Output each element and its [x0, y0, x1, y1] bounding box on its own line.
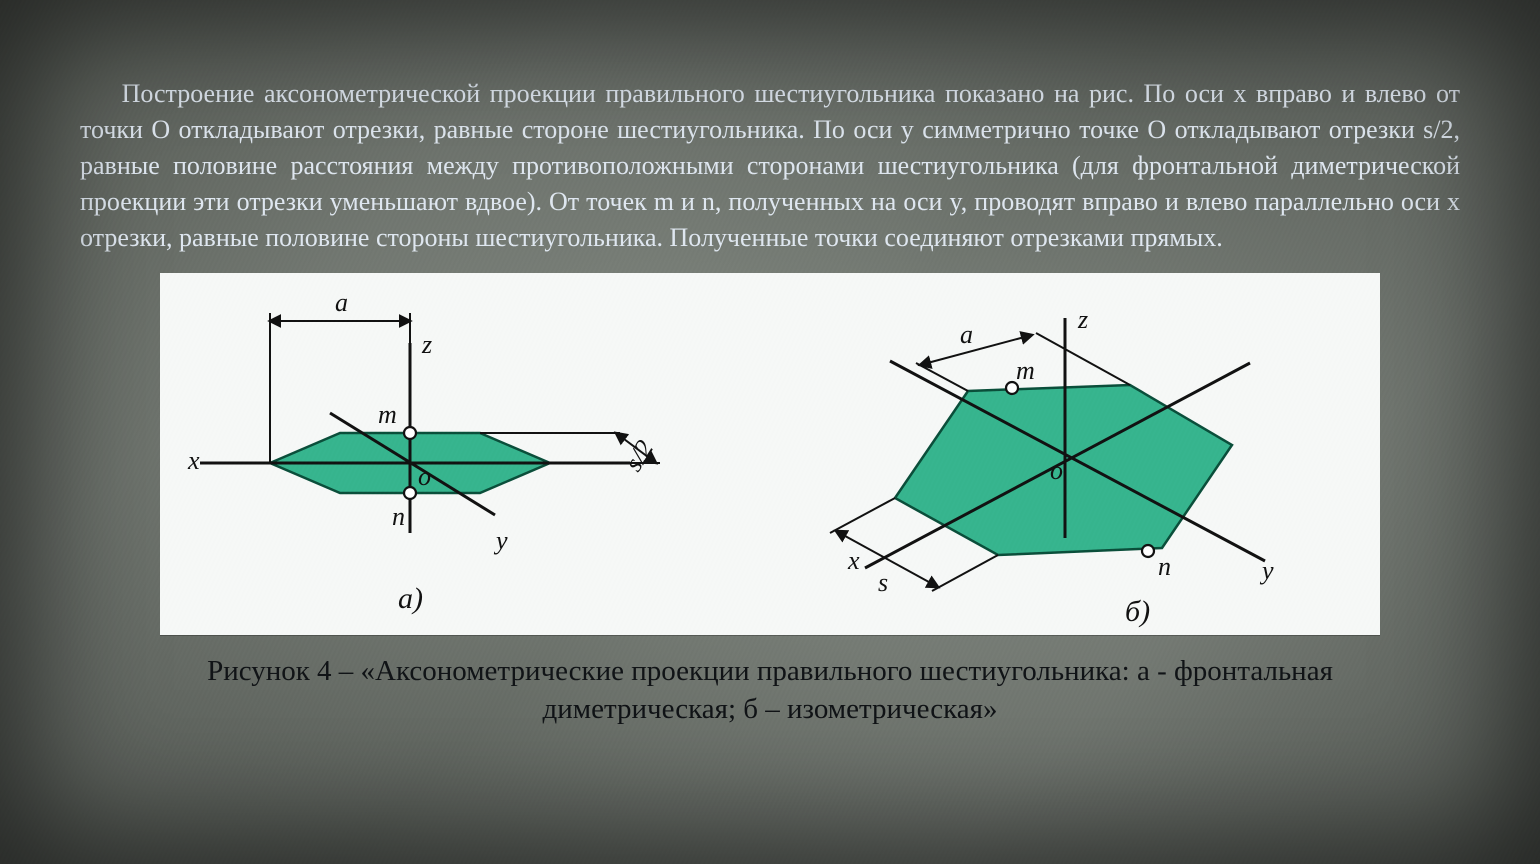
slide: Построение аксонометрической проекции пр… [0, 0, 1540, 864]
dim-a-ext2-b [1036, 333, 1130, 385]
label-m-b: m [1016, 356, 1035, 385]
label-z: z [421, 330, 432, 359]
point-n-b [1142, 545, 1154, 557]
dim-a-ext1-b [916, 363, 968, 391]
label-x-b: x [847, 546, 860, 575]
label-z-b: z [1077, 305, 1088, 334]
label-y: y [493, 526, 508, 555]
caption-line-1: Рисунок 4 – «Аксонометрические проекции … [207, 655, 1333, 687]
sublabel-b: б) [1125, 595, 1150, 628]
label-o: o [418, 462, 431, 491]
point-n [404, 487, 416, 499]
label-n: n [392, 502, 405, 531]
label-s-b: s [878, 568, 888, 597]
label-a-b: a [960, 320, 973, 349]
figure-caption: Рисунок 4 – «Аксонометрические проекции … [80, 653, 1460, 728]
body-paragraph: Построение аксонометрической проекции пр… [80, 76, 1460, 255]
label-a: a [335, 288, 348, 317]
figure-svg: a z m x o n y s/2 а) [160, 273, 1380, 635]
label-y-b: y [1259, 556, 1274, 585]
point-m [404, 427, 416, 439]
label-s2: s/2 [618, 435, 659, 476]
figure-panel: a z m x o n y s/2 а) [160, 273, 1380, 635]
sublabel-a: а) [398, 582, 423, 615]
label-n-b: n [1158, 552, 1171, 581]
label-x: x [187, 446, 200, 475]
diagram-b: a z m o x n y s б) [830, 305, 1274, 628]
label-o-b: o [1050, 456, 1063, 485]
diagram-a: a z m x o n y s/2 а) [187, 288, 660, 615]
label-m: m [378, 400, 397, 429]
dim-s-ext2-b [932, 555, 998, 591]
caption-line-2: диметрическая; б – изометрическая» [543, 693, 998, 725]
dim-s-ext1-b [830, 498, 895, 533]
